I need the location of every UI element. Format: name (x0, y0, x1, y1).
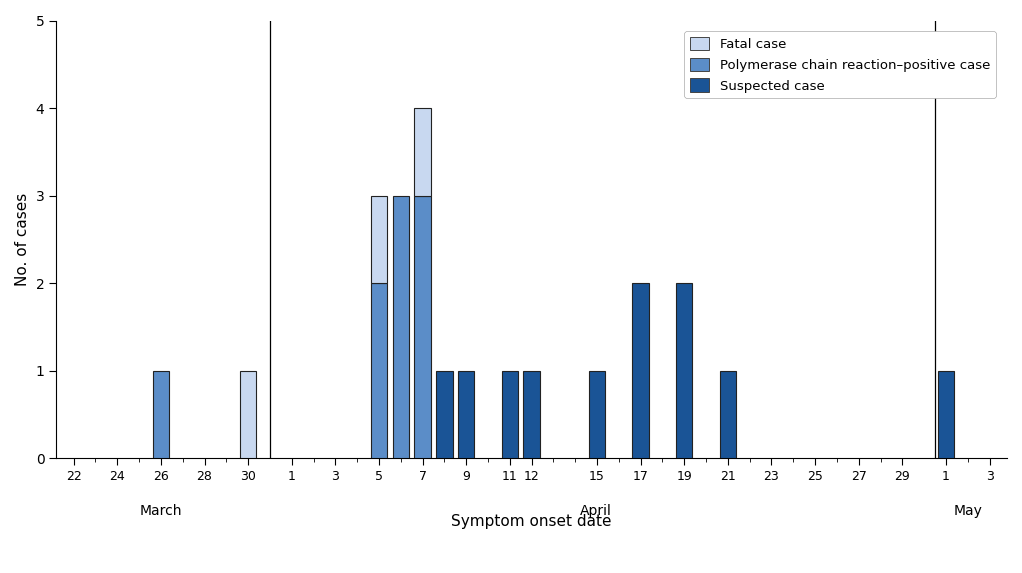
Bar (719, 371, 736, 458)
Bar (589, 371, 605, 458)
Text: March: March (140, 504, 182, 518)
Bar (458, 371, 474, 458)
Text: May: May (954, 504, 982, 518)
Bar (414, 108, 430, 195)
Bar (371, 195, 387, 283)
Bar (152, 371, 169, 458)
Bar (523, 371, 540, 458)
Bar (240, 371, 257, 458)
Bar (938, 371, 955, 458)
Bar (502, 371, 518, 458)
X-axis label: Symptom onset date: Symptom onset date (452, 514, 612, 529)
Bar (436, 371, 453, 458)
Y-axis label: No. of cases: No. of cases (15, 193, 30, 286)
Bar (414, 195, 430, 458)
Bar (371, 283, 387, 458)
Text: April: April (579, 504, 611, 518)
Bar (677, 283, 693, 458)
Legend: Fatal case, Polymerase chain reaction–positive case, Suspected case: Fatal case, Polymerase chain reaction–po… (685, 32, 995, 98)
Bar (392, 195, 409, 458)
Bar (633, 283, 649, 458)
